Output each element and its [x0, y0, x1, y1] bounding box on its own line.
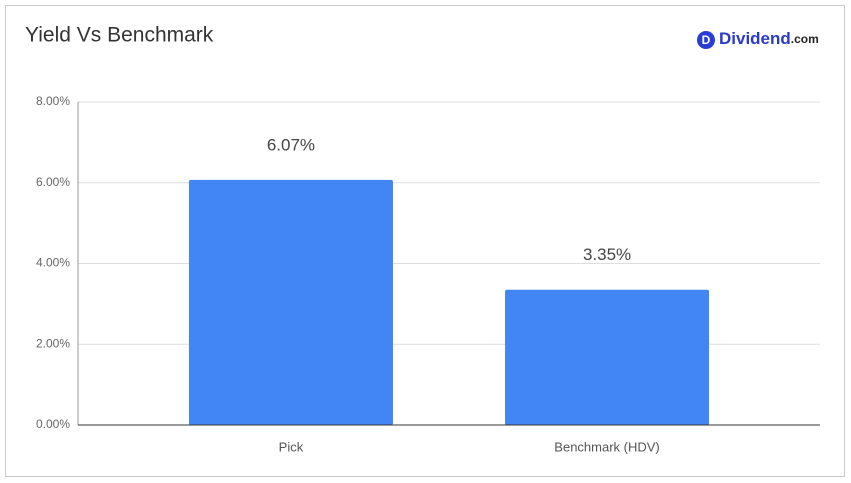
value-label: 3.35% [583, 245, 631, 264]
chart-title: Yield Vs Benchmark [25, 24, 214, 47]
x-tick-label: Benchmark (HDV) [554, 439, 659, 454]
y-tick-label: 4.00% [36, 256, 70, 270]
brand-logo[interactable]: D Dividend.com [697, 29, 819, 49]
y-tick-label: 0.00% [36, 417, 70, 431]
bar [505, 289, 710, 425]
brand-name-main: Dividend [719, 29, 791, 48]
chart-frame [5, 5, 845, 477]
x-tick-label: Pick [279, 439, 304, 454]
value-label: 6.07% [267, 135, 315, 154]
brand-icon: D [702, 33, 711, 47]
y-tick-label: 2.00% [36, 336, 70, 350]
brand-name: Dividend.com [719, 29, 819, 48]
bar [188, 179, 393, 425]
y-tick-label: 6.00% [36, 175, 70, 189]
brand-icon-circle [697, 31, 715, 49]
brand-suffix: .com [791, 32, 819, 46]
y-tick-label: 8.00% [36, 94, 70, 108]
